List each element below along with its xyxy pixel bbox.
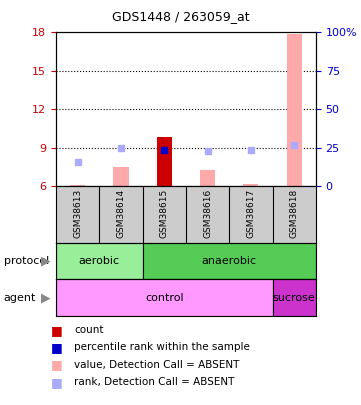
Text: protocol: protocol <box>4 256 49 266</box>
Bar <box>56 279 273 316</box>
Text: GSM38615: GSM38615 <box>160 189 169 239</box>
Text: value, Detection Call = ABSENT: value, Detection Call = ABSENT <box>74 360 239 370</box>
Bar <box>143 243 316 279</box>
Text: ■: ■ <box>51 341 62 354</box>
Text: aerobic: aerobic <box>79 256 120 266</box>
Bar <box>273 279 316 316</box>
Text: percentile rank within the sample: percentile rank within the sample <box>74 343 250 352</box>
Text: count: count <box>74 325 104 335</box>
Text: rank, Detection Call = ABSENT: rank, Detection Call = ABSENT <box>74 377 234 387</box>
Text: ■: ■ <box>51 324 62 337</box>
Bar <box>113 167 129 186</box>
Bar <box>157 137 172 186</box>
Text: GDS1448 / 263059_at: GDS1448 / 263059_at <box>112 10 249 23</box>
Text: ■: ■ <box>51 376 62 389</box>
Text: ▶: ▶ <box>41 291 51 304</box>
Bar <box>200 170 215 186</box>
Bar <box>70 185 85 186</box>
Text: GSM38617: GSM38617 <box>247 189 255 239</box>
Text: agent: agent <box>4 293 36 303</box>
Bar <box>56 243 143 279</box>
Text: GSM38616: GSM38616 <box>203 189 212 239</box>
Text: sucrose: sucrose <box>273 293 316 303</box>
Text: GSM38613: GSM38613 <box>73 189 82 239</box>
Text: ■: ■ <box>51 358 62 371</box>
Text: control: control <box>145 293 183 303</box>
Bar <box>243 184 258 186</box>
Bar <box>157 137 172 186</box>
Bar <box>287 34 302 186</box>
Text: anaerobic: anaerobic <box>202 256 257 266</box>
Text: GSM38618: GSM38618 <box>290 189 299 239</box>
Text: GSM38614: GSM38614 <box>117 189 125 238</box>
Text: ▶: ▶ <box>41 255 51 268</box>
